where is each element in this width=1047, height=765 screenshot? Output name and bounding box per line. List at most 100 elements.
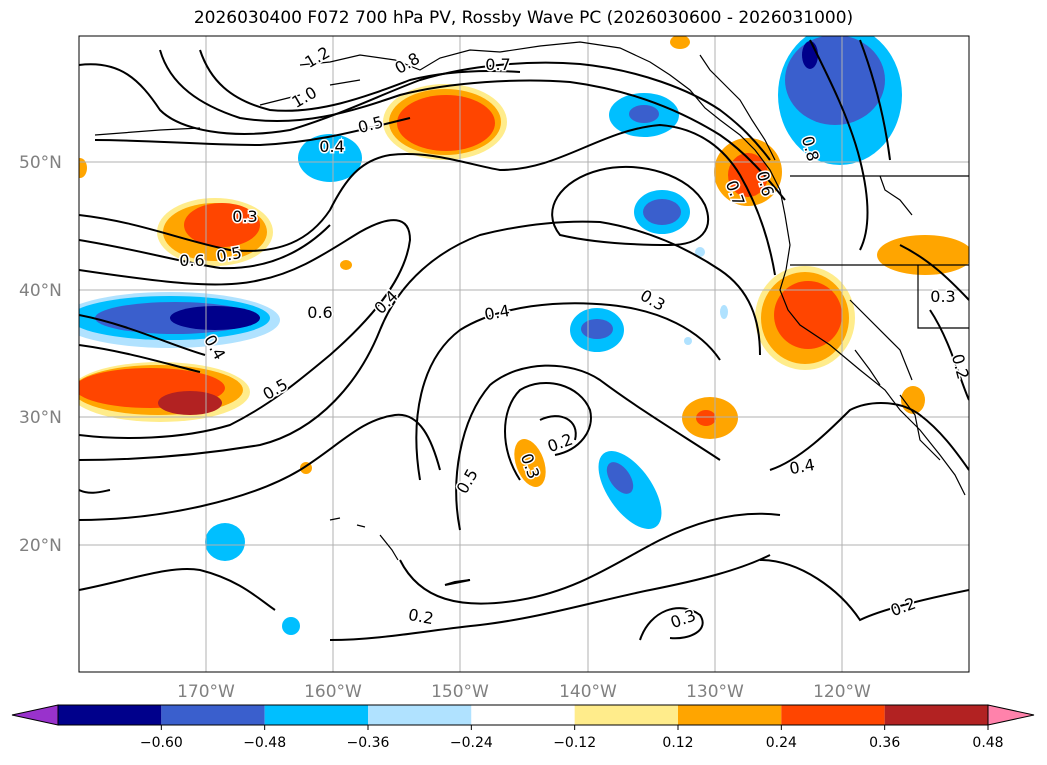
pv-contour bbox=[504, 381, 592, 481]
colorbar-tick-label: −0.60 bbox=[140, 735, 183, 751]
contour-label: 0.4 bbox=[788, 455, 816, 478]
pv-contour bbox=[79, 344, 201, 373]
longitude-labels: 170°W 160°W 150°W 140°W 130°W 120°W bbox=[177, 682, 871, 702]
colorbar-tick-label: −0.12 bbox=[553, 735, 596, 751]
colorbar-swatch bbox=[58, 705, 162, 725]
anomaly-fill bbox=[802, 41, 818, 69]
coastlines bbox=[94, 41, 969, 561]
colorbar-tick-label: −0.36 bbox=[347, 735, 390, 751]
colorbar-swatch bbox=[264, 705, 368, 725]
pv-contour bbox=[329, 554, 771, 641]
colorbar-tick-label: 0.36 bbox=[869, 735, 900, 751]
colorbar-swatch bbox=[678, 705, 782, 725]
contour-label: 0.2 bbox=[407, 605, 435, 628]
lon-label: 160°W bbox=[304, 682, 362, 702]
pv-contour bbox=[859, 39, 891, 161]
pv-contour bbox=[415, 302, 721, 481]
map-title: 2026030400 F072 700 hPa PV, Rossby Wave … bbox=[193, 8, 854, 28]
pv-contour bbox=[199, 49, 521, 112]
colorbar-swatch bbox=[781, 705, 885, 725]
pv-contour bbox=[769, 402, 969, 471]
anomaly-fill bbox=[397, 95, 495, 151]
gridlines bbox=[79, 36, 969, 672]
coastline-mexico bbox=[854, 349, 941, 461]
contour-label: 0.4 bbox=[370, 286, 401, 317]
colorbar-tick-label: 0.48 bbox=[972, 735, 1003, 751]
lat-label: 30°N bbox=[19, 408, 62, 428]
pv-contour bbox=[94, 117, 411, 147]
contour-label: 0.5 bbox=[259, 375, 291, 404]
colorbar-tick-label: 0.24 bbox=[766, 735, 797, 751]
coastline-bc bbox=[699, 54, 776, 161]
colorbar-swatch bbox=[471, 705, 575, 725]
anomaly-fill bbox=[170, 306, 260, 330]
contour-label: 1.2 bbox=[301, 43, 333, 72]
lat-label: 40°N bbox=[19, 281, 62, 301]
lon-label: 150°W bbox=[431, 682, 489, 702]
colorbar-swatch bbox=[161, 705, 265, 725]
contour-label: 0.6 bbox=[179, 251, 204, 270]
anomaly-fill bbox=[282, 617, 300, 635]
lon-label: 130°W bbox=[686, 682, 744, 702]
pv-contour bbox=[929, 309, 969, 401]
contour-label: 0.3 bbox=[930, 287, 955, 306]
pv-contour bbox=[455, 364, 721, 531]
pv-contour bbox=[444, 579, 471, 586]
pv-contour bbox=[79, 224, 331, 270]
anomaly-fills bbox=[79, 36, 969, 635]
colorbar-swatch bbox=[574, 705, 678, 725]
contour-label: 0.7 bbox=[485, 55, 510, 74]
pv-contour bbox=[759, 559, 969, 622]
pv-contour bbox=[551, 166, 710, 247]
anomaly-fill bbox=[684, 337, 692, 345]
anomaly-fill bbox=[79, 158, 87, 178]
anomaly-fill bbox=[606, 462, 634, 494]
pv-contour bbox=[79, 568, 276, 611]
lon-label: 120°W bbox=[813, 682, 871, 702]
anomaly-fill bbox=[695, 247, 705, 257]
pv-contour bbox=[79, 220, 761, 461]
pv-contour bbox=[809, 39, 869, 251]
anomaly-fill bbox=[298, 134, 362, 182]
lon-label: 170°W bbox=[177, 682, 235, 702]
pv-contour bbox=[79, 61, 771, 161]
anomaly-fill bbox=[158, 391, 222, 415]
lon-label: 140°W bbox=[559, 682, 617, 702]
colorbar-tick-label: −0.48 bbox=[243, 735, 286, 751]
contour-label: 0.2 bbox=[888, 594, 918, 621]
pv-contour bbox=[399, 512, 781, 605]
contour-label: 0.6 bbox=[307, 303, 332, 322]
pv-contour bbox=[899, 244, 969, 301]
colorbar-extend-low bbox=[11, 704, 59, 726]
anomaly-fill bbox=[205, 523, 245, 561]
contour-label: 0.3 bbox=[232, 207, 257, 226]
colorbar-tick-label: −0.24 bbox=[450, 735, 493, 751]
anomaly-fill bbox=[340, 260, 352, 270]
anomaly-fill bbox=[877, 235, 969, 275]
lat-label: 50°N bbox=[19, 153, 62, 173]
pv-contour bbox=[79, 123, 776, 276]
anomaly-fill bbox=[670, 36, 690, 49]
pv-contour bbox=[79, 219, 412, 439]
contour-label: 0.4 bbox=[483, 301, 511, 324]
coastline-islands bbox=[94, 79, 361, 136]
contour-label: 0.8 bbox=[391, 49, 423, 78]
pv-contour bbox=[79, 489, 111, 494]
anomaly-fill bbox=[629, 105, 659, 123]
colorbar-extend-high bbox=[987, 704, 1035, 726]
colorbar: −0.60 −0.48 −0.36 −0.24 −0.12 0.12 0.24 0.36 0.4… bbox=[11, 704, 1035, 751]
pv-contours bbox=[79, 39, 969, 641]
anomaly-fill bbox=[785, 36, 885, 125]
anomaly-fill bbox=[696, 410, 716, 426]
pv-contour bbox=[539, 415, 577, 441]
country-border bbox=[790, 175, 969, 381]
lat-label: 20°N bbox=[19, 536, 62, 556]
contour-label: 0.4 bbox=[319, 137, 344, 156]
colorbar-swatch bbox=[884, 705, 988, 725]
pv-contour bbox=[159, 49, 786, 201]
colorbar-frame bbox=[57, 704, 989, 726]
contour-label: 0.5 bbox=[356, 112, 386, 137]
anomaly-fill bbox=[514, 439, 546, 487]
anomaly-fill bbox=[184, 203, 260, 247]
